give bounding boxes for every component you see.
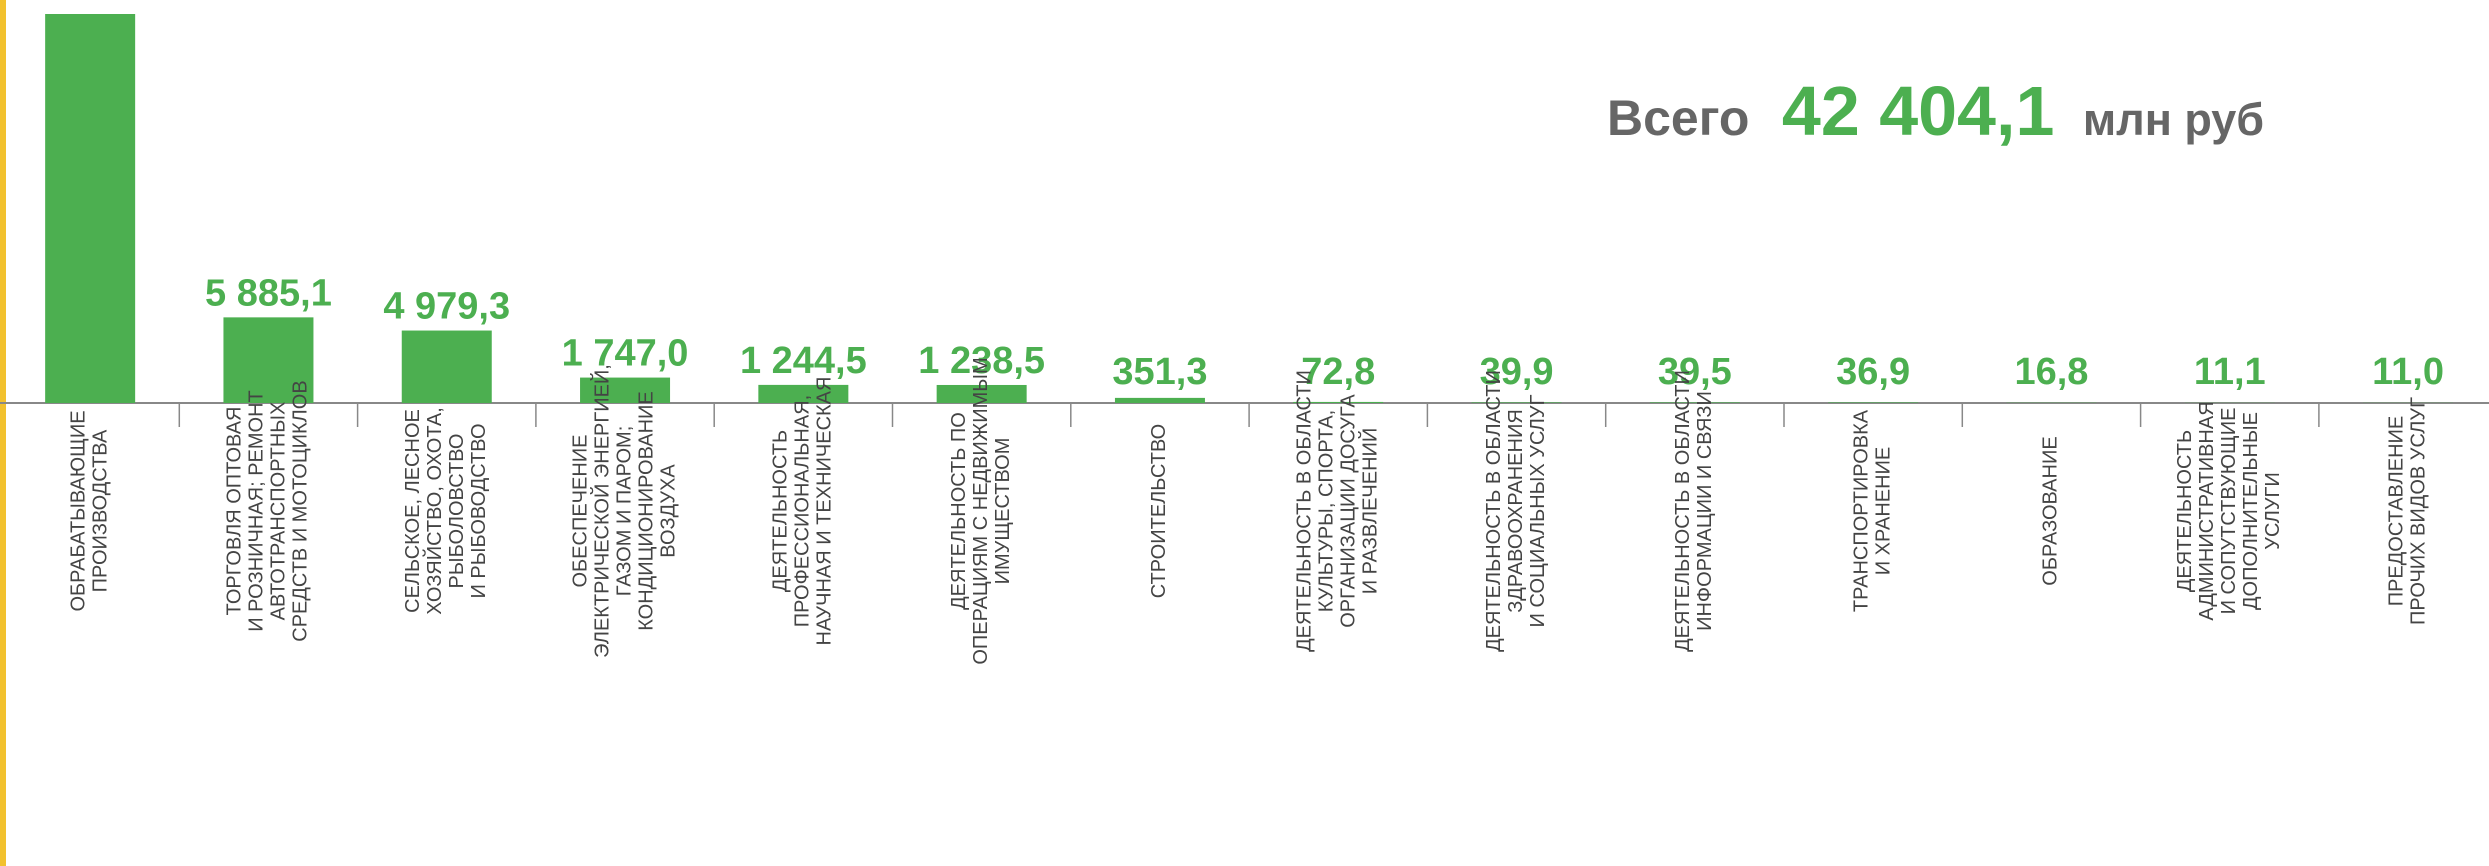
value-label: 1 747,0	[562, 333, 689, 375]
category-label: ОБРАБАТЫВАЮЩИЕ	[67, 410, 89, 611]
category-label: ОРГАНИЗАЦИИ ДОСУГА	[1338, 394, 1360, 628]
value-label: 1 238,5	[918, 340, 1045, 382]
category-label: И РОЗНИЧНАЯ; РЕМОНТ	[246, 390, 268, 632]
category-label: ХОЗЯЙСТВО, ОХОТА,	[422, 407, 446, 615]
category-label: ДОПОЛНИТЕЛЬНЫЕ	[2240, 412, 2262, 610]
category-label: ПРОИЗВОДСТВА	[89, 429, 111, 592]
value-label: 39,9	[1480, 351, 1554, 393]
bar	[1114, 397, 1205, 403]
value-label: 4 979,3	[383, 286, 510, 328]
category-label: ПРОЧИХ ВИДОВ УСЛУГ	[2407, 397, 2429, 625]
total-value: 42 404,1	[1782, 72, 2054, 150]
category-label: ИНФОРМАЦИИ И СВЯЗИ	[1694, 391, 1716, 631]
category-label: СРЕДСТВ И МОТОЦИКЛОВ	[290, 380, 312, 641]
bar	[758, 384, 849, 403]
bar	[1649, 402, 1740, 403]
category-label: ГАЗОМ И ПАРОМ;	[613, 426, 635, 597]
category-label: ДЕЯТЕЛЬНОСТЬ В ОБЛАСТИ	[1294, 370, 1316, 652]
value-label: 16,8	[2014, 351, 2088, 393]
bar	[401, 330, 492, 403]
category-label: ОБЕСПЕЧЕНИЕ	[569, 434, 591, 587]
category-label: КУЛЬТУРЫ, СПОРТА,	[1316, 410, 1338, 613]
value-label: 351,3	[1112, 351, 1207, 393]
category-label: СЕЛЬСКОЕ, ЛЕСНОЕ	[402, 409, 424, 613]
category-label: АВТОТРАНСПОРТНЫХ	[268, 402, 290, 621]
category-label: УСЛУГИ	[2262, 472, 2284, 550]
value-label: 39,5	[1658, 351, 1732, 393]
value-label: 72,8	[1301, 351, 1375, 393]
category-label: И СОЦИАЛЬНЫХ УСЛУГ	[1527, 394, 1549, 627]
value-label: 5 885,1	[205, 272, 332, 314]
category-label: И ХРАНЕНИЕ	[1872, 447, 1894, 576]
category-label: ДЕЯТЕЛЬНОСТЬ В ОБЛАСТИ	[1672, 370, 1694, 652]
bar	[1828, 402, 1919, 403]
category-label: ВОЗДУХА	[657, 464, 679, 558]
category-label: РЫБОЛОВСТВО	[446, 434, 468, 589]
total: Всего 42 404,1 млн руб	[1607, 72, 2264, 150]
category-label: ЭЛЕКТРИЧЕСКОЙ ЭНЕРГИЕЙ,	[589, 364, 613, 658]
bar	[936, 384, 1027, 403]
bar	[45, 14, 136, 403]
category-label: И РАЗВЛЕЧЕНИЙ	[1358, 428, 1382, 595]
category-label: ОПЕРАЦИЯМ С НЕДВИЖИМЫМ	[970, 357, 992, 664]
category-label: КОНДИЦИОНИРОВАНИЕ	[635, 391, 657, 631]
total-unit: млн руб	[2083, 94, 2264, 145]
category-label: ЗДРАВООХРАНЕНИЯ	[1505, 409, 1527, 613]
value-label: 1 244,5	[740, 340, 867, 382]
total-label: Всего	[1607, 90, 1749, 146]
category-label: СТРОИТЕЛЬСТВО	[1148, 424, 1170, 598]
category-label: ИМУЩЕСТВОМ	[992, 438, 1014, 585]
bar	[1293, 401, 1384, 403]
category-label: ОБРАЗОВАНИЕ	[2040, 436, 2062, 585]
value-label: 36,9	[1836, 351, 1910, 393]
left-stripe	[0, 0, 6, 866]
category-label: АДМИНИСТРАТИВНАЯ	[2196, 401, 2218, 620]
category-label: ДЕЯТЕЛЬНОСТЬ	[2174, 430, 2196, 592]
category-label: ПРЕДОСТАВЛЕНИЕ	[2385, 416, 2407, 607]
category-label: ДЕЯТЕЛЬНОСТЬ ПО	[948, 412, 970, 610]
category-label: ДЕЯТЕЛЬНОСТЬ	[770, 430, 792, 592]
category-label: НАУЧНАЯ И ТЕХНИЧЕСКАЯ	[814, 377, 836, 646]
bar	[1471, 402, 1562, 403]
bar	[580, 377, 671, 403]
category-label: ДЕЯТЕЛЬНОСТЬ В ОБЛАСТИ	[1483, 370, 1505, 652]
value-label: 11,0	[2372, 351, 2444, 393]
value-label: 11,1	[2194, 351, 2266, 393]
bar	[223, 317, 314, 403]
category-label: ТРАНСПОРТИРОВКА	[1850, 409, 1872, 612]
category-label: И СОПУТСТВУЮЩИЕ	[2218, 408, 2240, 615]
category-label: ПРОФЕССИОНАЛЬНАЯ,	[792, 395, 814, 627]
category-label: И РЫБОВОДСТВО	[468, 424, 490, 599]
category-label: ТОРГОВЛЯ ОПТОВАЯ	[224, 407, 246, 616]
